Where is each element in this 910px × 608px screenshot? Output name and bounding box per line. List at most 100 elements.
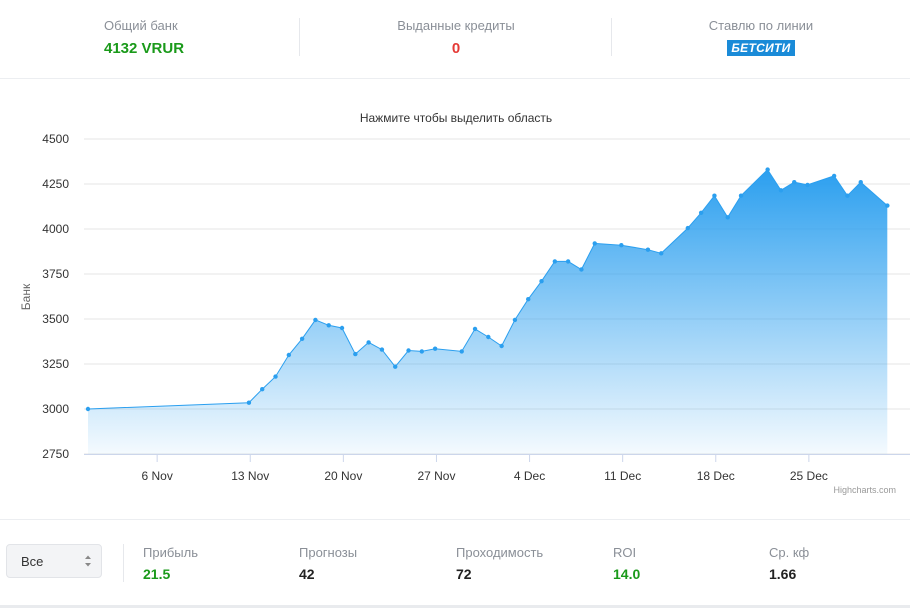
series-area bbox=[87, 168, 888, 454]
bank-chart[interactable]: Нажмите чтобы выделить область 2750 3000 3… bbox=[0, 79, 910, 519]
forecasts-value: 42 bbox=[299, 566, 315, 582]
y-axis: 2750 3000 3250 3500 3750 4000 4250 4500 bbox=[42, 132, 69, 461]
data-point[interactable] bbox=[432, 346, 438, 351]
data-point[interactable] bbox=[831, 173, 837, 179]
y-axis-title: Банк bbox=[19, 283, 33, 310]
data-point[interactable] bbox=[619, 243, 624, 248]
data-point[interactable] bbox=[286, 352, 292, 358]
x-axis: 6 Nov 13 Nov 20 Nov 27 Nov 4 Dec 11 Dec 18 Dec… bbox=[84, 454, 910, 483]
x-tick-label: 18 Dec bbox=[697, 469, 735, 483]
data-point[interactable] bbox=[792, 180, 797, 185]
avg-coef-value: 1.66 bbox=[769, 566, 797, 582]
area-fill bbox=[88, 169, 888, 454]
bookmaker-stat: Ставлю по линии БЕТСИТИ bbox=[612, 0, 910, 78]
data-point[interactable] bbox=[765, 167, 770, 172]
chart-title[interactable]: Нажмите чтобы выделить область bbox=[360, 111, 552, 125]
y-tick-label: 4000 bbox=[42, 222, 69, 236]
divider bbox=[123, 544, 124, 582]
divider bbox=[611, 18, 612, 56]
data-point[interactable] bbox=[592, 241, 597, 246]
x-tick-label: 20 Nov bbox=[324, 469, 362, 483]
select-arrows-icon bbox=[85, 555, 91, 567]
data-point[interactable] bbox=[299, 336, 305, 341]
data-point[interactable] bbox=[539, 279, 544, 284]
data-point[interactable] bbox=[260, 387, 265, 392]
profit-metric: Прибыль 21.5 bbox=[143, 545, 198, 583]
data-point[interactable] bbox=[778, 188, 784, 193]
y-tick-label: 2750 bbox=[42, 447, 69, 461]
x-tick-label: 25 Dec bbox=[790, 469, 828, 483]
bottom-border bbox=[0, 605, 910, 608]
bookmaker-label: Ставлю по линии bbox=[708, 18, 814, 33]
summary-stats: Общий банк 4132 VRUR Выданные кредиты 0 … bbox=[0, 0, 910, 79]
y-tick-label: 3250 bbox=[42, 357, 69, 371]
data-point[interactable] bbox=[845, 193, 850, 198]
chart-svg[interactable]: Нажмите чтобы выделить область 2750 3000 3… bbox=[0, 79, 910, 519]
roi-label: ROI bbox=[613, 545, 637, 560]
passability-metric: Проходимость 72 bbox=[456, 545, 543, 583]
data-point[interactable] bbox=[85, 406, 91, 412]
avg-coef-label: Ср. кф bbox=[769, 545, 810, 560]
roi-value: 14.0 bbox=[613, 566, 641, 582]
data-point[interactable] bbox=[659, 251, 664, 256]
data-point[interactable] bbox=[885, 203, 890, 208]
data-point[interactable] bbox=[499, 343, 504, 349]
data-point[interactable] bbox=[326, 323, 331, 328]
data-point[interactable] bbox=[645, 247, 651, 252]
y-tick-label: 3500 bbox=[42, 312, 69, 326]
x-tick-label: 13 Nov bbox=[231, 469, 269, 483]
total-bank-label: Общий банк bbox=[104, 18, 178, 33]
data-point[interactable] bbox=[805, 182, 810, 188]
data-point[interactable] bbox=[339, 325, 345, 331]
data-point[interactable] bbox=[858, 180, 863, 185]
x-tick-label: 27 Nov bbox=[417, 469, 455, 483]
series-points bbox=[85, 167, 890, 412]
loans-value: 0 bbox=[451, 40, 461, 57]
data-point[interactable] bbox=[552, 259, 558, 264]
data-point[interactable] bbox=[579, 267, 584, 272]
data-point[interactable] bbox=[459, 349, 464, 354]
data-point[interactable] bbox=[685, 225, 691, 231]
loans-label: Выданные кредиты bbox=[397, 18, 515, 33]
statistics-bar: Все Прибыль 21.5 Прогнозы 42 Проходимост… bbox=[0, 519, 910, 606]
passability-label: Проходимость bbox=[456, 545, 544, 560]
betcity-logo[interactable]: БЕТСИТИ bbox=[727, 40, 795, 56]
data-point[interactable] bbox=[698, 210, 704, 215]
divider bbox=[299, 18, 300, 56]
period-select[interactable]: Все bbox=[6, 544, 102, 578]
avg-coef-metric: Ср. кф 1.66 bbox=[769, 545, 809, 583]
data-point[interactable] bbox=[526, 297, 531, 302]
data-point[interactable] bbox=[393, 364, 398, 369]
data-point[interactable] bbox=[273, 374, 278, 379]
x-tick-label: 6 Nov bbox=[141, 469, 172, 483]
y-tick-label: 3750 bbox=[42, 267, 69, 281]
data-point[interactable] bbox=[406, 348, 411, 353]
data-point[interactable] bbox=[486, 334, 491, 340]
passability-value: 72 bbox=[456, 566, 472, 582]
x-tick-label: 11 Dec bbox=[604, 469, 641, 483]
data-point[interactable] bbox=[419, 349, 425, 354]
data-point[interactable] bbox=[712, 193, 717, 198]
y-tick-label: 3000 bbox=[42, 402, 69, 416]
data-point[interactable] bbox=[512, 317, 518, 323]
data-point[interactable] bbox=[565, 259, 571, 264]
data-point[interactable] bbox=[366, 340, 371, 345]
profit-value: 21.5 bbox=[143, 566, 171, 582]
data-point[interactable] bbox=[313, 317, 318, 323]
data-point[interactable] bbox=[353, 351, 358, 357]
profit-label: Прибыль bbox=[143, 545, 198, 560]
data-point[interactable] bbox=[379, 347, 385, 352]
roi-metric: ROI 14.0 bbox=[613, 545, 640, 583]
credits-link[interactable]: Highcharts.com bbox=[833, 485, 896, 495]
total-bank-value: 4132 VRUR bbox=[104, 40, 185, 57]
period-select-value: Все bbox=[21, 553, 44, 569]
forecasts-metric: Прогнозы 42 bbox=[299, 545, 357, 583]
data-point[interactable] bbox=[472, 326, 478, 332]
y-tick-label: 4250 bbox=[42, 177, 69, 191]
data-point[interactable] bbox=[738, 193, 744, 198]
x-tick-label: 4 Dec bbox=[514, 469, 545, 483]
y-tick-label: 4500 bbox=[42, 132, 69, 146]
data-point[interactable] bbox=[725, 215, 730, 220]
data-point[interactable] bbox=[246, 400, 252, 405]
